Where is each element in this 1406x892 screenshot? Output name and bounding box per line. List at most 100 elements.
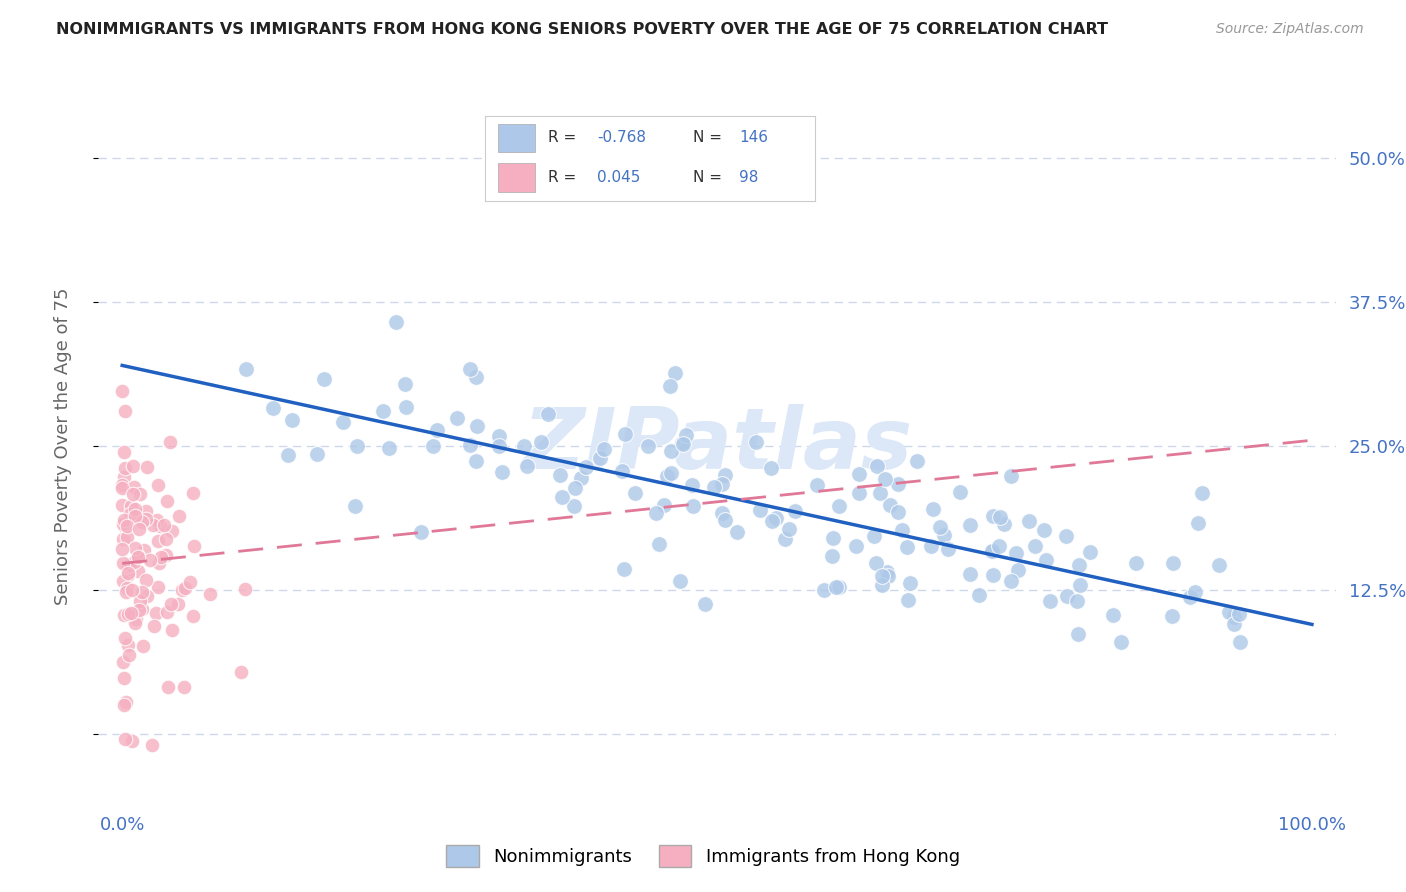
Point [114,631,136,645]
Point [711,506,734,520]
Point [773,532,796,546]
Point [135,504,157,518]
Point [112,698,135,712]
Point [682,500,704,514]
Text: R =: R = [548,170,581,186]
Point [610,464,633,478]
Point [866,458,889,473]
Point [848,486,870,500]
Point [564,481,586,495]
Point [127,549,149,563]
Point [149,519,172,533]
Point [813,583,835,598]
Point [122,555,145,569]
Point [967,588,990,602]
Point [173,581,195,595]
Point [1007,563,1029,577]
Point [111,556,134,570]
Point [488,429,510,443]
Point [314,371,336,385]
Point [112,574,135,588]
Point [160,597,183,611]
Point [124,541,146,555]
Point [112,607,135,622]
Point [422,439,444,453]
Point [117,567,139,582]
Point [1184,584,1206,599]
Point [167,597,190,611]
Point [124,616,146,631]
Point [624,485,647,500]
Point [115,581,138,595]
Point [146,580,169,594]
Point [761,514,783,528]
Point [785,504,807,518]
Point [821,549,844,563]
Point [145,513,167,527]
Point [848,467,870,482]
Point [112,470,135,484]
Point [648,537,671,551]
Point [1178,590,1201,604]
Point [114,731,136,746]
Point [124,501,146,516]
Point [657,468,679,483]
Point [115,530,138,544]
Point [1033,523,1056,537]
Point [117,638,139,652]
Point [1102,608,1125,623]
Point [112,655,135,669]
Point [112,517,135,532]
Point [537,408,560,422]
Point [131,515,153,529]
Point [1109,634,1132,648]
Point [112,513,135,527]
Point [1161,556,1184,570]
Point [1187,516,1209,530]
Point [156,680,179,694]
Point [132,639,155,653]
Point [159,434,181,449]
Text: 0.045: 0.045 [598,170,641,186]
Point [117,559,139,574]
Point [155,548,177,562]
Point [156,493,179,508]
Text: -0.768: -0.768 [598,130,647,145]
Point [117,566,139,581]
Point [548,468,571,483]
Point [920,540,942,554]
Text: 146: 146 [740,130,769,145]
Point [183,609,205,624]
FancyBboxPatch shape [498,124,534,153]
Point [127,564,149,578]
Point [1024,539,1046,553]
Point [132,542,155,557]
Point [516,459,538,474]
Point [749,503,772,517]
Point [131,585,153,599]
Point [111,478,134,492]
Point [898,576,921,591]
Point [120,499,142,513]
Point [564,499,586,513]
Point [703,480,725,494]
Point [142,619,165,633]
Point [122,458,145,473]
Point [146,534,169,549]
Text: NONIMMIGRANTS VS IMMIGRANTS FROM HONG KONG SENIORS POVERTY OVER THE AGE OF 75 CO: NONIMMIGRANTS VS IMMIGRANTS FROM HONG KO… [56,22,1108,37]
Point [745,435,768,450]
Point [645,506,668,520]
Point [1218,605,1240,619]
Point [659,467,682,481]
Point [929,520,952,534]
Point [569,471,592,485]
Point [460,437,482,451]
Point [1191,486,1213,500]
Point [118,558,141,572]
Point [827,580,849,594]
Point [897,593,920,607]
Point [124,612,146,626]
Point [1227,607,1250,621]
Point [411,524,433,539]
Point [281,413,304,427]
